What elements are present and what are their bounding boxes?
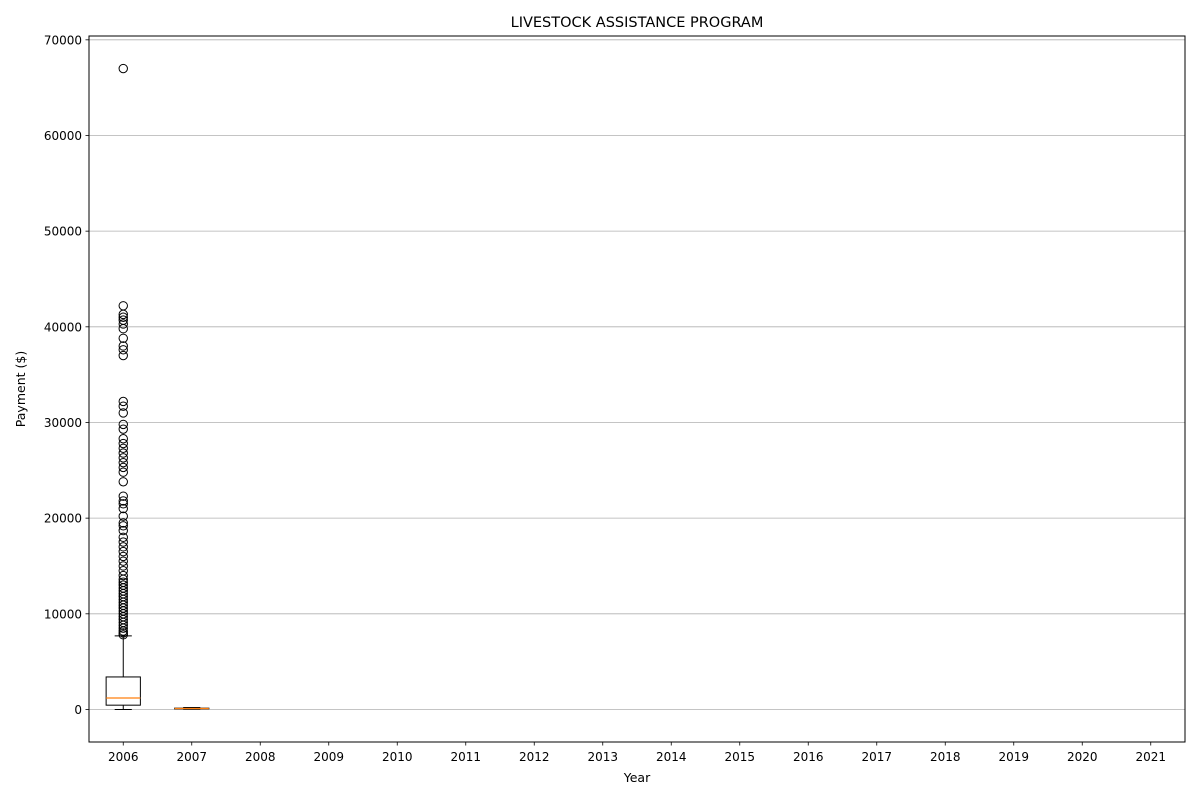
x-tick-label: 2008 [245,750,276,764]
outlier-point [118,315,128,325]
outlier-point [118,580,128,590]
outlier-point [118,570,128,581]
outlier-point [118,462,128,473]
outlier-point [118,443,128,454]
outlier-point [118,319,128,329]
outlier-point [118,561,128,571]
x-tick-label: 2010 [382,750,413,764]
x-tick-label: 2012 [519,750,550,764]
y-tick-label: 20000 [44,512,82,526]
x-tick-label: 2014 [656,750,687,764]
outlier-point [118,453,128,463]
outlier-point [118,438,128,449]
outlier-point [118,525,128,536]
y-tick-label: 0 [74,703,82,717]
x-axis-ticks: 2006 2007 2008 2009 2010 2011 2012 2013 2014 2015… [108,742,1166,764]
outlier-point [118,566,128,576]
y-tick-label: 60000 [44,129,82,143]
chart-title: LIVESTOCK ASSISTANCE PROGRAM [511,15,764,31]
outlier-point [118,312,128,322]
outlier-point [118,499,128,509]
x-tick-label: 2007 [176,750,207,764]
outlier-point [118,396,128,407]
box-2006 [105,635,141,710]
outlier-point [118,496,128,506]
y-tick-label: 70000 [44,33,82,47]
outlier-point [118,503,128,514]
outlier-point [118,434,128,444]
outlier-point [118,350,128,361]
outlier-point [118,301,128,311]
outlier-point [118,448,128,458]
outlier-point [118,537,128,547]
outlier-point [118,542,128,552]
gridlines [89,39,1185,710]
outlier-point [118,419,128,430]
x-tick-label: 2011 [450,750,481,764]
x-tick-label: 2018 [930,750,961,764]
boxes [105,635,210,710]
x-tick-label: 2019 [998,750,1029,764]
outlier-point [118,518,128,528]
outlier-point [118,333,128,343]
y-tick-label: 10000 [44,607,82,621]
y-axis-label: Payment ($) [13,351,28,427]
y-tick-label: 40000 [44,320,82,334]
outlier-point [118,467,128,477]
outlier-point [118,401,128,411]
outlier-point [118,63,128,74]
outlier-point [118,457,128,468]
x-tick-label: 2021 [1135,750,1166,764]
x-tick-label: 2009 [313,750,344,764]
outlier-point [118,532,128,542]
outlier-point [118,341,128,351]
x-tick-label: 2020 [1067,750,1098,764]
outlier-point [118,345,128,355]
outlier-point [118,424,128,434]
outlier-point [118,408,128,418]
x-axis-label: Year [623,770,651,785]
y-axis-ticks: 0 10000 20000 30000 40000 50000 60000 70000 [44,33,89,717]
outlier-point [118,577,128,587]
outlier-point [118,511,128,521]
box-body [105,676,141,706]
x-tick-label: 2006 [108,750,139,764]
y-tick-label: 30000 [44,416,82,430]
x-tick-label: 2016 [793,750,824,764]
outlier-point [118,556,128,566]
outlier-point [118,521,128,531]
outlier-point [118,477,128,487]
outliers [118,63,128,640]
y-tick-label: 50000 [44,225,82,239]
box-2007 [174,707,210,710]
x-tick-label: 2013 [587,750,618,764]
x-tick-label: 2017 [861,750,892,764]
outlier-point [118,546,128,557]
x-tick-label: 2015 [724,750,755,764]
outlier-point [118,491,128,501]
outlier-point [118,551,128,562]
plot-frame [88,35,1186,743]
